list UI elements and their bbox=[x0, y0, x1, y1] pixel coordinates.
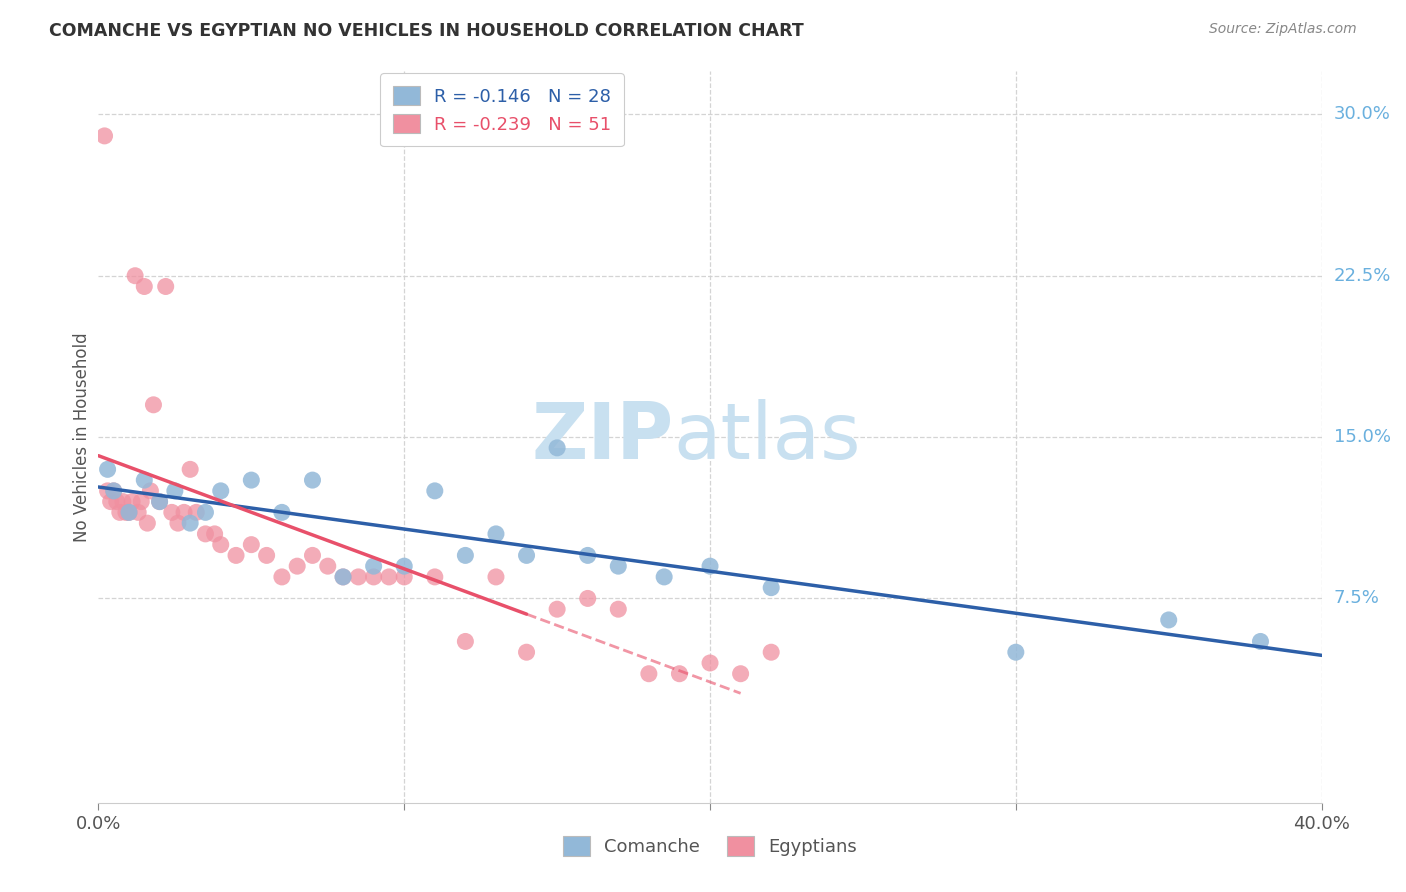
Point bbox=[97, 462, 120, 476]
Point bbox=[225, 549, 247, 563]
Point bbox=[134, 279, 156, 293]
Text: 22.5%: 22.5% bbox=[1334, 267, 1392, 285]
Point bbox=[124, 268, 146, 283]
Point bbox=[392, 559, 416, 574]
Point bbox=[699, 559, 721, 574]
Point bbox=[316, 559, 339, 574]
Point bbox=[423, 570, 446, 584]
Point bbox=[730, 666, 752, 681]
Point bbox=[127, 505, 149, 519]
Point bbox=[423, 483, 446, 498]
Point bbox=[576, 549, 599, 563]
Point bbox=[546, 602, 568, 616]
Point bbox=[761, 645, 783, 659]
Point bbox=[121, 494, 143, 508]
Point bbox=[204, 527, 226, 541]
Point bbox=[100, 494, 122, 508]
Point bbox=[194, 505, 217, 519]
Point bbox=[209, 538, 232, 552]
Point bbox=[363, 559, 385, 574]
Point bbox=[546, 441, 568, 455]
Point bbox=[347, 570, 370, 584]
Point bbox=[173, 505, 195, 519]
Point bbox=[699, 656, 721, 670]
Point bbox=[139, 483, 162, 498]
Point bbox=[378, 570, 401, 584]
Point bbox=[576, 591, 599, 606]
Legend: Comanche, Egyptians: Comanche, Egyptians bbox=[555, 829, 865, 863]
Point bbox=[134, 473, 156, 487]
Point bbox=[118, 505, 141, 519]
Point bbox=[607, 602, 630, 616]
Point bbox=[149, 494, 172, 508]
Text: Source: ZipAtlas.com: Source: ZipAtlas.com bbox=[1209, 22, 1357, 37]
Point bbox=[1157, 613, 1180, 627]
Point bbox=[163, 483, 186, 498]
Point bbox=[103, 483, 125, 498]
Point bbox=[270, 505, 294, 519]
Point bbox=[652, 570, 675, 584]
Point bbox=[129, 494, 152, 508]
Point bbox=[301, 473, 323, 487]
Point bbox=[1250, 634, 1272, 648]
Text: 15.0%: 15.0% bbox=[1334, 428, 1391, 446]
Point bbox=[516, 549, 538, 563]
Point bbox=[1004, 645, 1026, 659]
Point bbox=[332, 570, 354, 584]
Point bbox=[118, 505, 141, 519]
Point bbox=[115, 505, 138, 519]
Point bbox=[240, 538, 263, 552]
Point bbox=[240, 473, 263, 487]
Text: atlas: atlas bbox=[673, 399, 860, 475]
Point bbox=[103, 483, 125, 498]
Point bbox=[485, 527, 508, 541]
Point bbox=[332, 570, 354, 584]
Point bbox=[167, 516, 190, 530]
Point bbox=[93, 128, 115, 143]
Point bbox=[516, 645, 538, 659]
Text: ZIP: ZIP bbox=[531, 399, 673, 475]
Point bbox=[607, 559, 630, 574]
Point bbox=[668, 666, 690, 681]
Point bbox=[209, 483, 232, 498]
Point bbox=[256, 549, 278, 563]
Point bbox=[285, 559, 308, 574]
Point bbox=[179, 516, 201, 530]
Point bbox=[160, 505, 183, 519]
Point bbox=[108, 505, 131, 519]
Point bbox=[179, 462, 201, 476]
Point bbox=[270, 570, 294, 584]
Point bbox=[97, 483, 120, 498]
Point bbox=[363, 570, 385, 584]
Point bbox=[105, 494, 128, 508]
Point bbox=[392, 570, 416, 584]
Point bbox=[485, 570, 508, 584]
Point bbox=[186, 505, 208, 519]
Point bbox=[301, 549, 323, 563]
Point bbox=[637, 666, 661, 681]
Point bbox=[761, 581, 783, 595]
Y-axis label: No Vehicles in Household: No Vehicles in Household bbox=[73, 332, 91, 542]
Text: 7.5%: 7.5% bbox=[1334, 590, 1379, 607]
Point bbox=[155, 279, 177, 293]
Point bbox=[454, 634, 477, 648]
Point bbox=[142, 398, 165, 412]
Text: COMANCHE VS EGYPTIAN NO VEHICLES IN HOUSEHOLD CORRELATION CHART: COMANCHE VS EGYPTIAN NO VEHICLES IN HOUS… bbox=[49, 22, 804, 40]
Point bbox=[149, 494, 172, 508]
Point bbox=[194, 527, 217, 541]
Text: 30.0%: 30.0% bbox=[1334, 105, 1391, 123]
Point bbox=[454, 549, 477, 563]
Point bbox=[111, 494, 134, 508]
Point bbox=[136, 516, 159, 530]
